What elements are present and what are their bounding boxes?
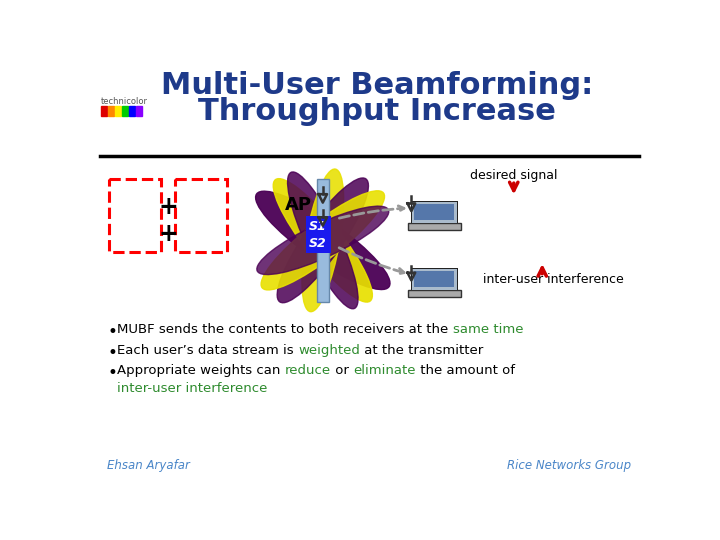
Ellipse shape	[261, 191, 384, 290]
Text: Multi-User Beamforming:: Multi-User Beamforming:	[161, 71, 593, 100]
Ellipse shape	[287, 172, 358, 309]
Text: same time: same time	[453, 323, 523, 336]
Text: S2: S2	[310, 237, 327, 250]
Bar	[317, 179, 329, 302]
Ellipse shape	[277, 178, 369, 303]
Text: at the transmitter: at the transmitter	[360, 343, 483, 356]
Text: Ehsan Aryafar: Ehsan Aryafar	[107, 459, 190, 472]
Ellipse shape	[256, 191, 390, 289]
Ellipse shape	[273, 179, 372, 302]
Text: •: •	[107, 343, 117, 362]
Text: Throughput Increase: Throughput Increase	[198, 97, 556, 126]
Text: Appropriate weights can: Appropriate weights can	[117, 364, 285, 377]
Bar	[415, 204, 454, 220]
Bar	[129, 106, 135, 117]
Bar	[115, 106, 121, 117]
Bar	[411, 268, 457, 291]
Bar	[306, 215, 330, 253]
Text: +: +	[159, 222, 179, 246]
Text: AP: AP	[284, 196, 312, 214]
Bar	[175, 179, 228, 252]
Text: MUBF sends the contents to both receivers at the: MUBF sends the contents to both receiver…	[117, 323, 453, 336]
Text: or: or	[331, 364, 353, 377]
Text: inter-user interference: inter-user interference	[483, 273, 624, 286]
Bar	[412, 202, 456, 223]
Text: eliminate: eliminate	[353, 364, 415, 377]
Text: inter-user interference: inter-user interference	[117, 382, 268, 395]
Text: the amount of: the amount of	[415, 364, 515, 377]
Bar	[408, 290, 461, 296]
Bar	[122, 106, 128, 117]
Bar	[411, 201, 457, 224]
Text: Each user’s data stream is: Each user’s data stream is	[117, 343, 298, 356]
Text: weighted: weighted	[298, 343, 360, 356]
Text: +: +	[159, 195, 179, 219]
Text: reduce: reduce	[285, 364, 331, 377]
Ellipse shape	[257, 206, 389, 274]
Text: S1: S1	[310, 220, 327, 233]
Bar	[109, 179, 161, 252]
Text: •: •	[107, 364, 117, 382]
Bar	[412, 269, 456, 290]
Bar	[408, 223, 461, 230]
Bar	[108, 106, 114, 117]
Text: •: •	[107, 323, 117, 341]
Text: desired signal: desired signal	[470, 168, 557, 182]
Text: technicolor: technicolor	[101, 97, 148, 106]
Bar	[415, 271, 454, 287]
Bar	[135, 106, 142, 117]
Bar	[101, 106, 107, 117]
Ellipse shape	[302, 169, 343, 312]
Text: Rice Networks Group: Rice Networks Group	[507, 459, 631, 472]
